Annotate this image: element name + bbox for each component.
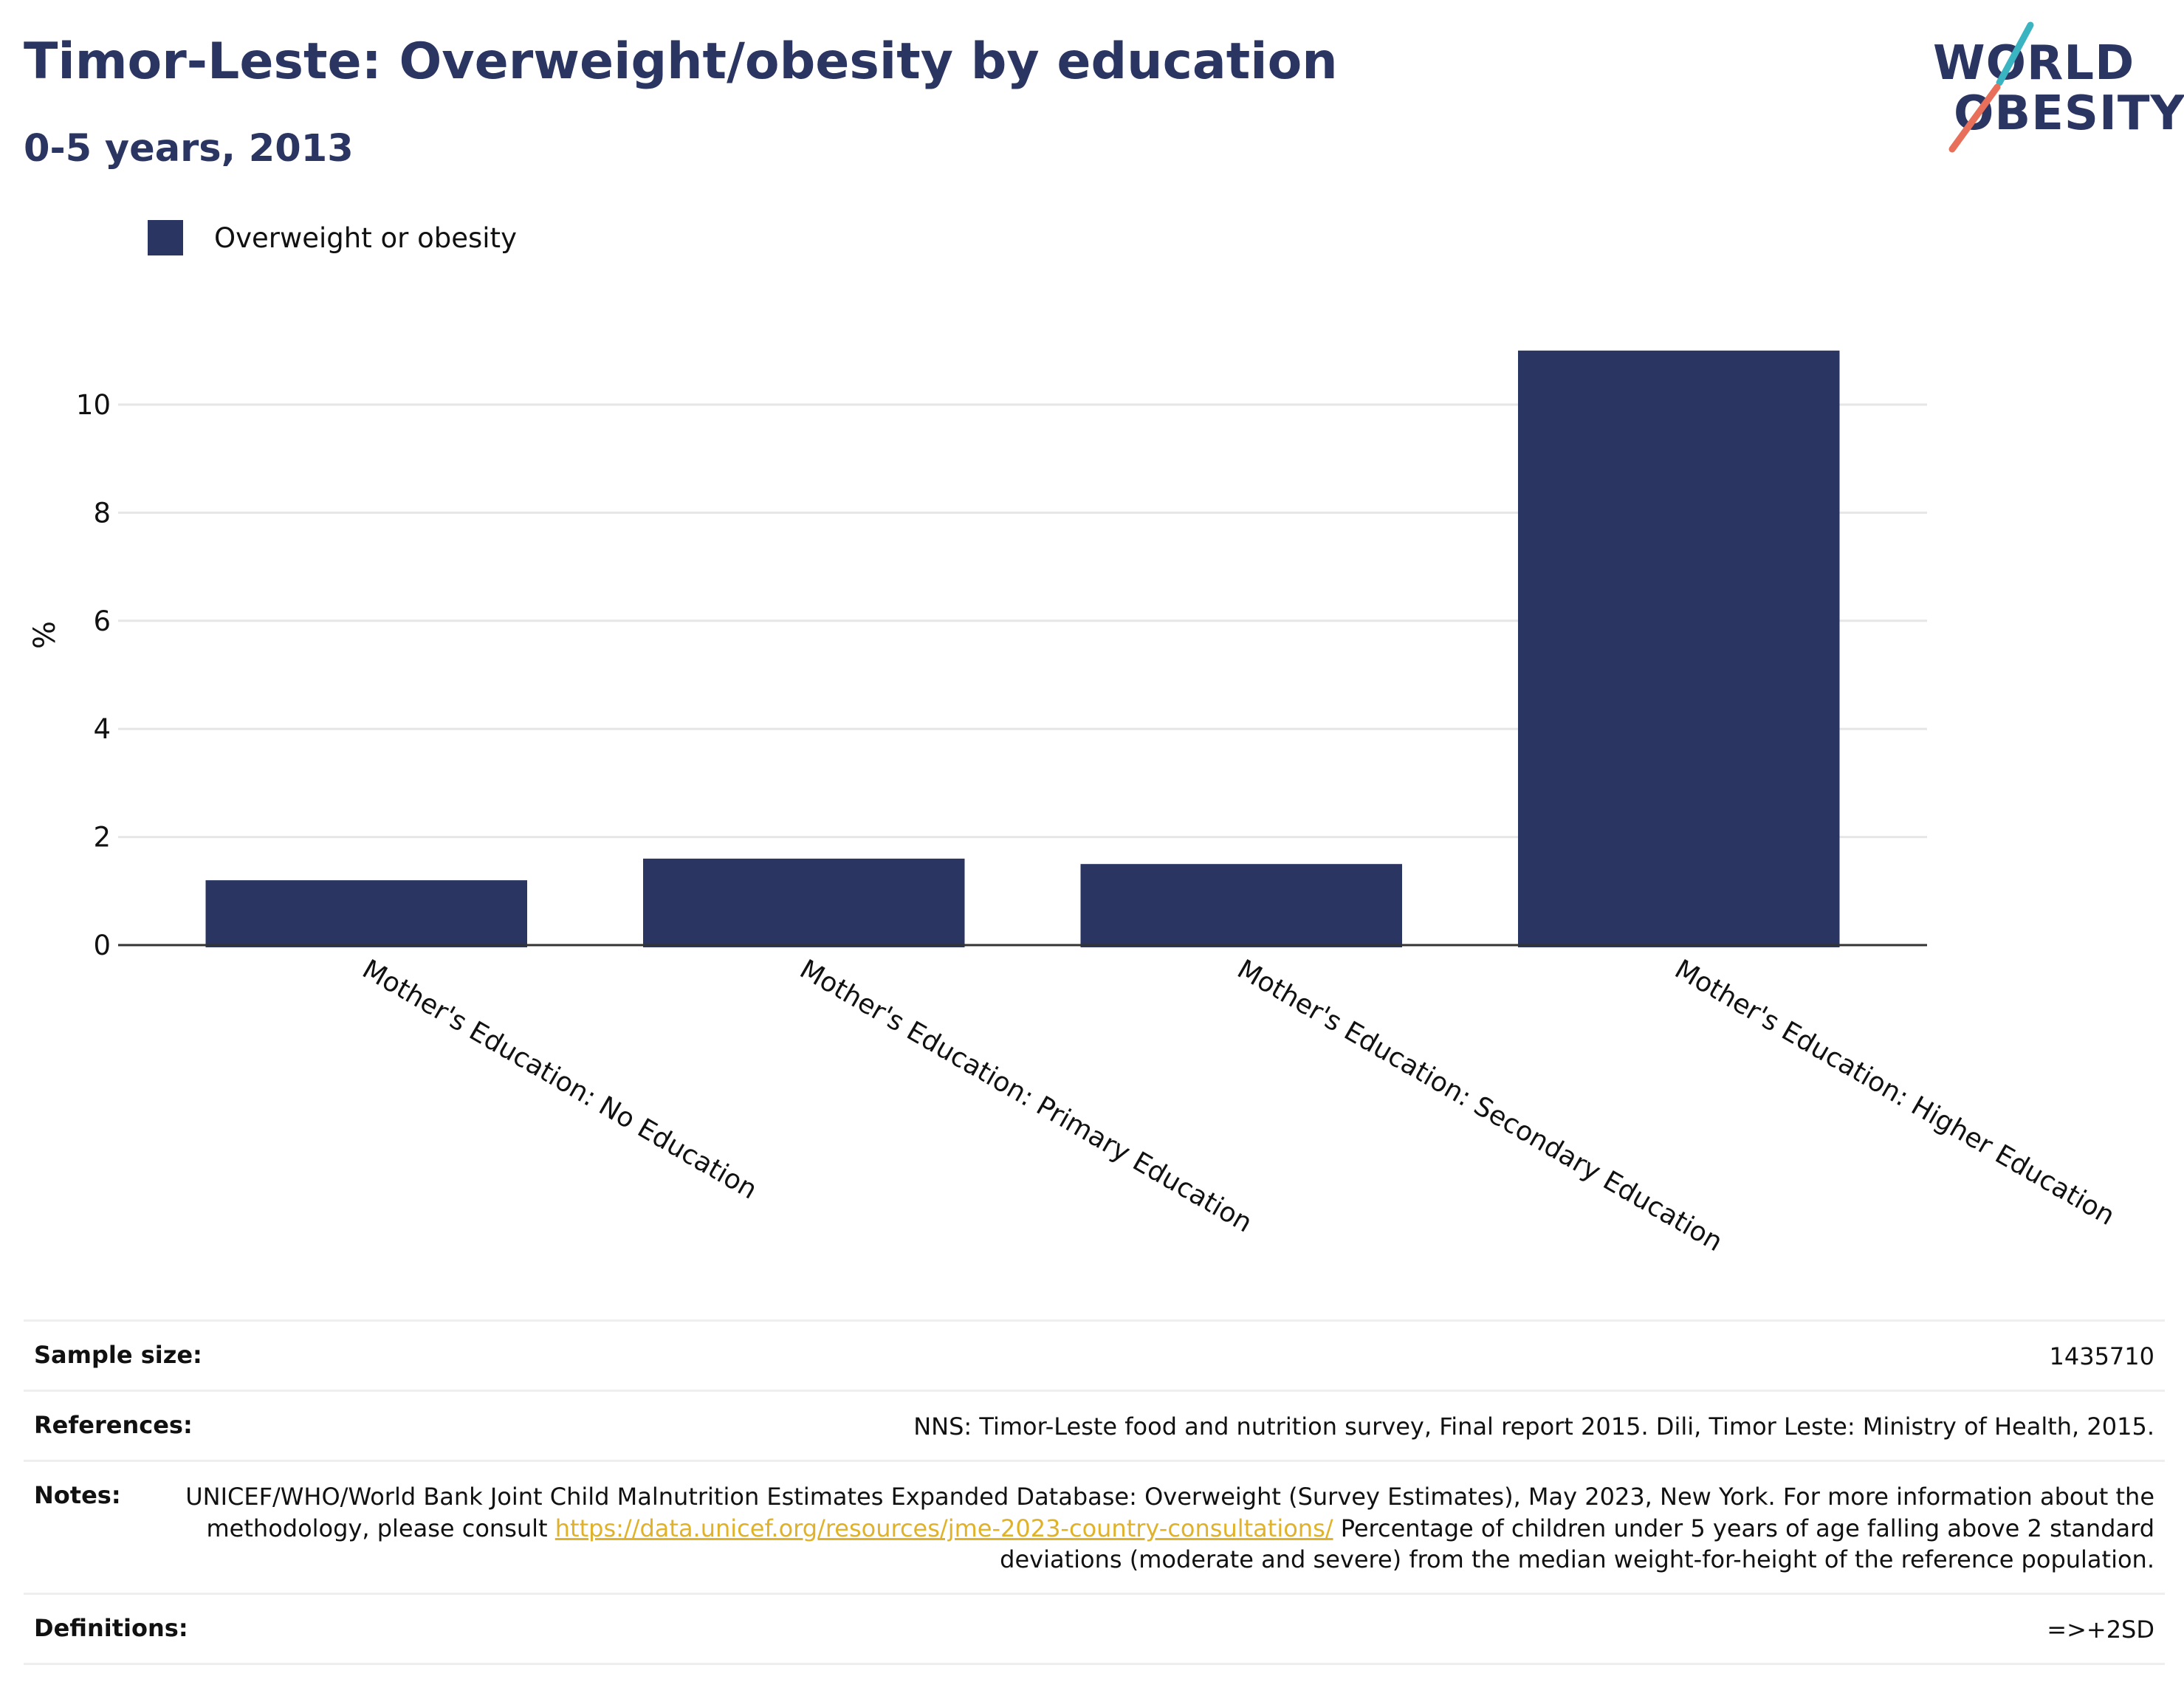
definitions-value: =>+2SD [2047, 1616, 2154, 1644]
world-obesity-logo: WORLD OBESITY [1920, 18, 2184, 158]
notes-row: Notes: UNICEF/WHO/World Bank Joint Child… [24, 1460, 2165, 1593]
sample-size-label: Sample size: [34, 1341, 202, 1369]
y-tick-label: 6 [93, 605, 111, 637]
definitions-row: Definitions: =>+2SD [24, 1593, 2165, 1666]
y-tick-label: 0 [93, 930, 111, 961]
y-tick-label: 4 [93, 713, 111, 745]
sample-size-value: 1435710 [2049, 1342, 2154, 1370]
references-row: References: NNS: Timor-Leste food and nu… [24, 1390, 2165, 1460]
sample-size-row: Sample size: 1435710 [24, 1319, 2165, 1390]
chart-legend[interactable]: Overweight or obesity [148, 220, 517, 255]
legend-label: Overweight or obesity [214, 222, 517, 254]
chart-subtitle: 0-5 years, 2013 [24, 127, 354, 171]
legend-swatch [148, 220, 183, 255]
info-table: Sample size: 1435710 References: NNS: Ti… [24, 1319, 2165, 1666]
x-tick-label: Mother's Education: Secondary Education [1232, 954, 1728, 1257]
x-tick-label: Mother's Education: Primary Education [794, 954, 1257, 1238]
notes-text-before: UNICEF/WHO/World Bank Joint Child Malnut… [185, 1483, 2154, 1542]
logo-word-world: WORLD [1933, 36, 2135, 91]
bar [205, 880, 527, 947]
references-value: NNS: Timor-Leste food and nutrition surv… [913, 1412, 2154, 1441]
bar [1080, 864, 1402, 947]
notes-label: Notes: [34, 1481, 121, 1510]
bars [205, 350, 1840, 947]
notes-value: UNICEF/WHO/World Bank Joint Child Malnut… [151, 1481, 2154, 1575]
definitions-label: Definitions: [34, 1614, 188, 1643]
y-axis-label: % [28, 621, 62, 649]
bar [643, 858, 965, 947]
y-tick-label: 2 [93, 822, 111, 854]
y-tick-label: 10 [76, 389, 111, 421]
bar-chart: 0 2 4 6 8 10% Mother's Education: No Education… [28, 350, 2120, 1257]
notes-link[interactable]: https://data.unicef.org/resources/jme-20… [554, 1514, 1333, 1542]
y-tick-label: 8 [93, 497, 111, 529]
x-tick-label: Mother's Education: No Education [357, 954, 762, 1205]
logo-slash-icon [1948, 21, 2034, 153]
notes-text-after: Percentage of children under 5 years of … [1000, 1514, 2154, 1573]
x-tick-label: Mother's Education: Higher Education [1669, 954, 2120, 1232]
references-label: References: [34, 1411, 193, 1440]
bar [1518, 350, 1840, 947]
chart-title: Timor-Leste: Overweight/obesity by educa… [24, 32, 1338, 91]
